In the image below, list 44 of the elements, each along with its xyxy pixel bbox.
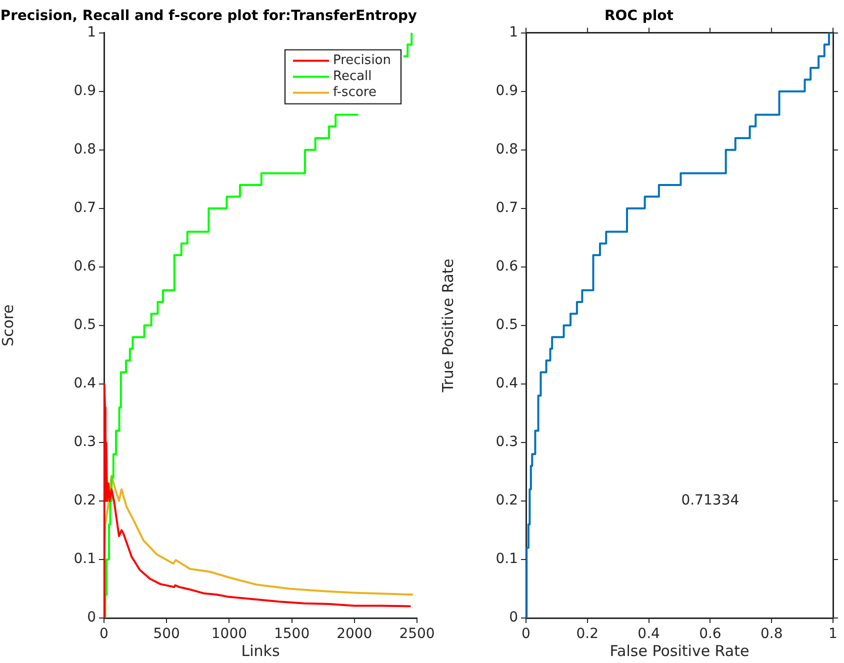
- y-tick-label: 0: [87, 610, 96, 626]
- x-tick-label: 500: [153, 626, 180, 642]
- y-tick-label: 0.3: [74, 434, 96, 450]
- y-axis-title: Score: [0, 304, 17, 346]
- y-tick-label: 0.6: [74, 258, 96, 275]
- y-tick-label: 0.9: [496, 82, 518, 99]
- y-tick-label: 0.6: [496, 258, 518, 275]
- y-tick-label: 0.7: [496, 200, 518, 216]
- x-tick-label: 2500: [399, 626, 435, 642]
- y-tick-label: 0.5: [74, 317, 96, 334]
- x-tick-label: 0: [100, 626, 108, 642]
- legend-label: Recall: [332, 69, 372, 84]
- y-tick-label: 0: [509, 610, 518, 626]
- x-tick-label: 0: [522, 626, 530, 642]
- y-tick-label: 0.8: [74, 141, 96, 158]
- annotation: 0.71334: [681, 492, 740, 509]
- y-tick-label: 0.1: [74, 551, 96, 568]
- x-tick-label: 0.6: [699, 626, 722, 642]
- chart-title: Precision, Recall and f-score plot for:TransferEntropy: [0, 8, 417, 24]
- y-tick-label: 0.5: [496, 317, 518, 334]
- y-tick-label: 0.8: [496, 141, 518, 158]
- y-tick-label: 1: [509, 24, 518, 40]
- y-tick-label: 0.7: [74, 200, 96, 216]
- chart-title: ROC plot: [604, 8, 674, 24]
- x-tick-label: 0.4: [638, 626, 660, 642]
- x-tick-label: 0.2: [576, 626, 599, 642]
- x-tick-label: 0.8: [760, 626, 783, 642]
- x-tick-label: 1: [828, 626, 838, 642]
- legend-label: f-score: [332, 85, 376, 100]
- legend-label: Precision: [332, 53, 392, 68]
- y-tick-label: 0.4: [496, 376, 518, 392]
- y-tick-label: 0.4: [74, 376, 96, 392]
- x-tick-label: 1000: [211, 626, 248, 642]
- y-axis-title: True Positive Rate: [438, 258, 457, 394]
- y-tick-label: 0.1: [496, 551, 518, 568]
- y-tick-label: 0.2: [74, 492, 96, 509]
- x-axis-title: Links: [241, 642, 280, 660]
- x-tick-label: 2000: [336, 626, 372, 642]
- y-tick-label: 0.3: [496, 434, 518, 450]
- x-axis-title: False Positive Rate: [610, 642, 750, 660]
- y-tick-label: 0.2: [496, 492, 518, 509]
- y-tick-label: 0.9: [74, 82, 96, 99]
- x-tick-label: 1500: [274, 626, 310, 642]
- y-tick-label: 1: [87, 24, 96, 40]
